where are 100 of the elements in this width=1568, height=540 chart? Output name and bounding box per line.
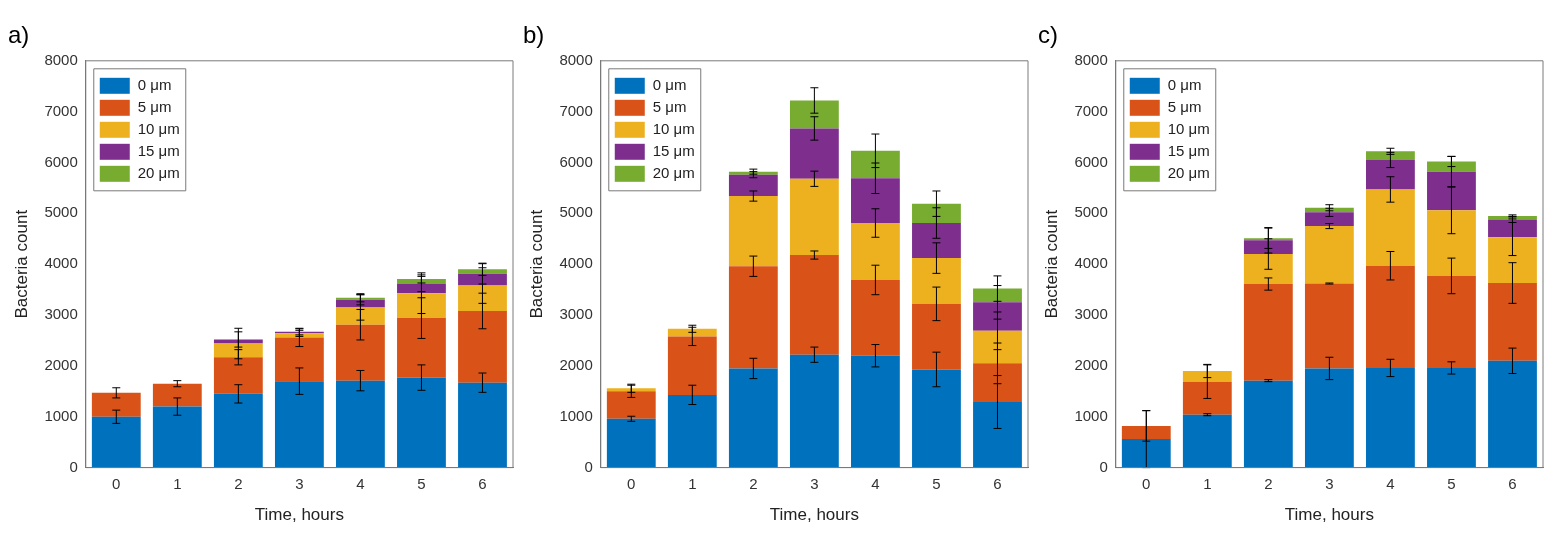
bar: [667, 336, 717, 395]
bar: [213, 343, 263, 358]
x-tick-label: 2: [1264, 474, 1273, 492]
x-tick-label: 3: [1325, 474, 1334, 492]
y-axis-title: Bacteria count: [526, 209, 546, 319]
y-tick-label: 3000: [44, 305, 78, 323]
bar: [1243, 238, 1293, 241]
bar: [397, 293, 446, 319]
x-tick-label: 6: [1508, 474, 1517, 492]
y-tick-label: 2000: [1074, 356, 1108, 374]
x-tick-label: 0: [627, 474, 636, 492]
bar: [1366, 367, 1415, 468]
bar: [789, 100, 839, 129]
x-tick-label: 5: [417, 474, 426, 492]
bar: [606, 418, 656, 468]
y-tick-label: 0: [584, 457, 593, 475]
y-tick-label: 1000: [44, 406, 78, 424]
bar: [1121, 439, 1171, 468]
bar: [213, 393, 263, 468]
bar: [973, 402, 1022, 468]
bar: [912, 223, 961, 259]
legend-label: 20 μm: [1167, 163, 1210, 181]
y-tick-label: 0: [69, 457, 78, 475]
bar: [152, 383, 202, 407]
bar: [458, 310, 507, 383]
bar: [789, 255, 839, 355]
y-tick-label: 8000: [44, 50, 78, 68]
x-tick-label: 3: [810, 474, 819, 492]
bar: [1427, 367, 1476, 468]
bar: [1304, 212, 1354, 227]
y-tick-label: 4000: [44, 254, 78, 272]
y-axis-title: Bacteria count: [11, 209, 31, 319]
bar: [1304, 283, 1354, 369]
x-tick-label: 3: [295, 474, 304, 492]
bar: [1427, 210, 1476, 276]
legend-label: 5 μm: [1167, 97, 1202, 115]
y-tick-label: 6000: [559, 152, 593, 170]
bar: [1121, 425, 1171, 440]
legend-label: 15 μm: [1167, 141, 1210, 159]
bar: [1182, 381, 1232, 415]
x-tick-label: 0: [1142, 474, 1151, 492]
bar: [91, 416, 141, 468]
bar: [1366, 151, 1415, 160]
bar: [1243, 240, 1293, 255]
y-tick-label: 1000: [559, 406, 593, 424]
bar: [213, 339, 263, 344]
bar: [1243, 380, 1293, 468]
bar: [458, 273, 507, 286]
legend-label: 0 μm: [1167, 75, 1202, 93]
y-tick-label: 7000: [44, 101, 78, 119]
y-axis-title: Bacteria count: [1041, 209, 1061, 319]
bar: [336, 380, 385, 468]
x-tick-label: 1: [688, 474, 697, 492]
legend-label: 0 μm: [652, 75, 687, 93]
x-axis-title: Time, hours: [254, 505, 344, 525]
chart-title: c): [1038, 21, 1058, 49]
bar: [851, 178, 900, 224]
legend-label: 5 μm: [652, 97, 687, 115]
x-tick-label: 1: [173, 474, 182, 492]
bar: [1366, 265, 1415, 368]
y-tick-label: 7000: [1074, 101, 1108, 119]
bar: [912, 369, 961, 468]
bar: [397, 278, 446, 285]
y-tick-label: 1000: [1074, 406, 1108, 424]
bar: [851, 150, 900, 179]
bar: [973, 330, 1022, 364]
bar: [397, 284, 446, 294]
x-tick-label: 4: [356, 474, 365, 492]
bar: [458, 269, 507, 274]
bar: [397, 377, 446, 468]
legend-label: 15 μm: [652, 141, 695, 159]
bar: [912, 258, 961, 304]
y-tick-label: 8000: [1074, 50, 1108, 68]
bar: [728, 196, 778, 267]
bar: [91, 392, 141, 417]
bar: [728, 174, 778, 197]
bar: [789, 178, 839, 256]
bar: [213, 357, 263, 394]
y-tick-label: 2000: [44, 356, 78, 374]
x-tick-label: 0: [112, 474, 121, 492]
legend-label: 10 μm: [652, 119, 695, 137]
legend-label: 10 μm: [137, 119, 180, 137]
bar: [606, 391, 656, 419]
x-tick-label: 4: [871, 474, 880, 492]
legend-label: 10 μm: [1167, 119, 1210, 137]
bar: [1488, 283, 1537, 361]
bar: [1366, 159, 1415, 190]
y-tick-label: 5000: [1074, 203, 1108, 221]
bar: [1427, 171, 1476, 211]
x-tick-label: 6: [478, 474, 487, 492]
bar: [1182, 414, 1232, 468]
y-tick-label: 0: [1099, 457, 1108, 475]
bar: [1243, 284, 1293, 381]
y-tick-label: 4000: [559, 254, 593, 272]
legend-label: 20 μm: [137, 163, 180, 181]
x-tick-label: 1: [1203, 474, 1212, 492]
bar: [1182, 370, 1232, 382]
y-tick-label: 2000: [559, 356, 593, 374]
bar: [152, 406, 202, 468]
bar: [274, 381, 324, 468]
